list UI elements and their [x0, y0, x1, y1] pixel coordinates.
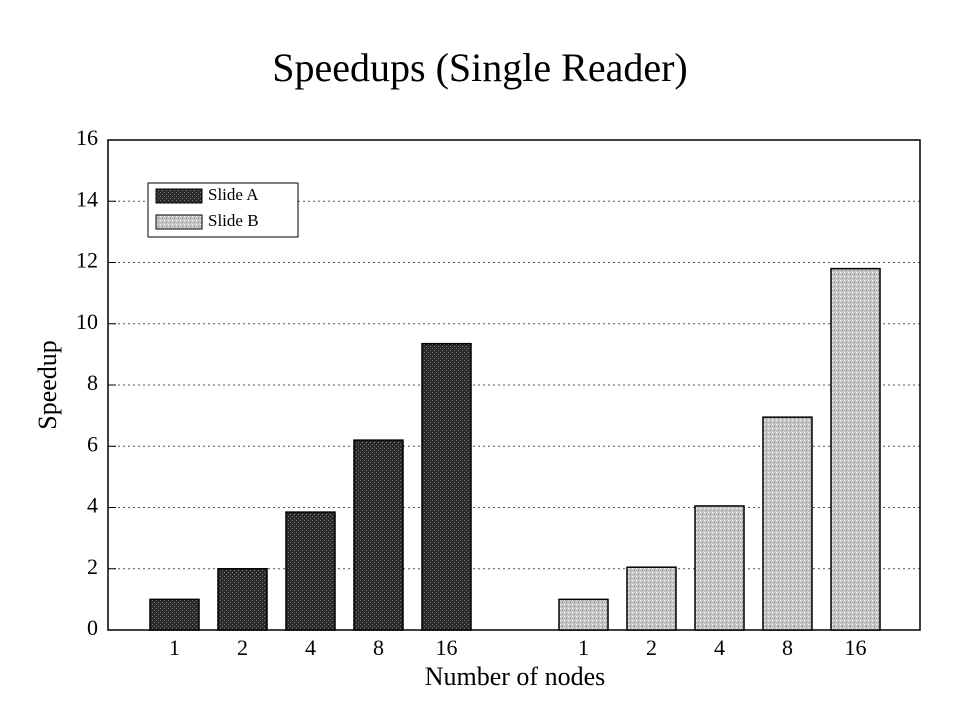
y-tick-label: 14: [76, 186, 98, 211]
y-tick-label: 16: [76, 125, 98, 150]
x-tick-label: 4: [305, 635, 316, 660]
chart-title: Speedups (Single Reader): [272, 45, 687, 90]
legend-label: Slide A: [208, 185, 259, 204]
y-axis-label: Speedup: [33, 340, 62, 430]
bar: [217, 568, 268, 631]
y-tick-label: 2: [87, 554, 98, 579]
x-axis-label: Number of nodes: [425, 662, 606, 691]
bar: [830, 267, 881, 631]
bar: [762, 416, 813, 631]
x-tick-label: 8: [782, 635, 793, 660]
legend-label: Slide B: [208, 211, 259, 230]
bar: [626, 566, 677, 631]
x-tick-label: 4: [714, 635, 725, 660]
x-tick-label: 16: [436, 635, 458, 660]
y-tick-label: 10: [76, 309, 98, 334]
y-tick-label: 12: [76, 248, 98, 273]
y-tick-label: 8: [87, 370, 98, 395]
legend-swatch: [155, 214, 203, 230]
x-tick-label: 2: [646, 635, 657, 660]
bar: [694, 505, 745, 631]
x-tick-label: 1: [169, 635, 180, 660]
x-tick-label: 1: [578, 635, 589, 660]
bar: [558, 598, 609, 631]
bar: [285, 511, 336, 631]
legend-swatch: [155, 188, 203, 204]
bar: [421, 342, 472, 631]
y-tick-label: 4: [87, 493, 98, 518]
x-tick-label: 8: [373, 635, 384, 660]
y-tick-label: 6: [87, 431, 98, 456]
y-tick-label: 0: [87, 615, 98, 640]
x-tick-label: 16: [845, 635, 867, 660]
x-tick-label: 2: [237, 635, 248, 660]
bar: [353, 439, 404, 631]
bar: [149, 598, 200, 631]
